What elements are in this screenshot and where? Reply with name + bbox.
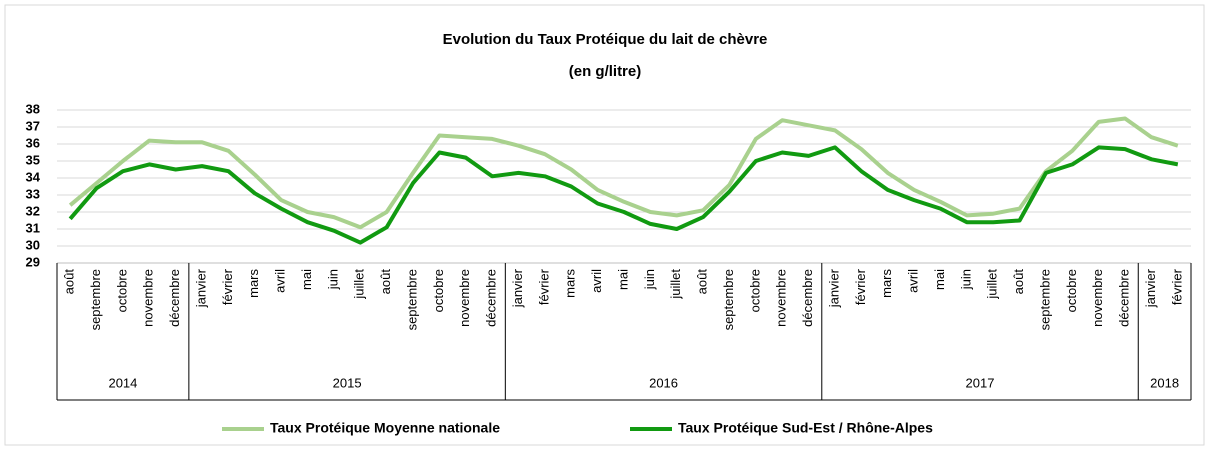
chart-title: Evolution du Taux Protéique du lait de c… — [443, 31, 768, 48]
x-tick-label: décembre — [484, 269, 499, 327]
y-tick-label: 34 — [26, 169, 41, 184]
x-tick-label: mars — [879, 269, 894, 298]
x-tick-label: août — [378, 269, 393, 295]
x-tick-label: août — [695, 269, 710, 295]
y-tick-label: 35 — [26, 152, 40, 167]
series-line — [68, 145, 1179, 245]
x-tick-label: mai — [615, 269, 630, 290]
x-tick-label: décembre — [167, 269, 182, 327]
y-tick-label: 29 — [26, 254, 40, 269]
x-tick-label: septembre — [88, 269, 103, 330]
y-tick-label: 38 — [26, 101, 40, 116]
x-tick-label: décembre — [1117, 269, 1132, 327]
x-tick-label: août — [62, 269, 77, 295]
y-tick-label: 33 — [26, 186, 40, 201]
x-tick-label: février — [536, 268, 551, 305]
x-tick-label: mars — [563, 269, 578, 298]
x-tick-label: octobre — [114, 269, 129, 312]
x-tick-label: octobre — [1064, 269, 1079, 312]
x-tick-label: avril — [906, 269, 921, 293]
y-tick-label: 36 — [26, 135, 40, 150]
x-tick-label: février — [853, 268, 868, 305]
x-tick-label: août — [1011, 269, 1026, 295]
chart-border — [4, 4, 1205, 446]
y-tick-label: 37 — [26, 118, 40, 133]
x-tick-label: juillet — [352, 269, 367, 300]
year-label: 2017 — [966, 375, 995, 390]
chart-subtitle: (en g/litre) — [569, 63, 642, 80]
x-tick-label: septembre — [1037, 269, 1052, 330]
x-tick-label: octobre — [747, 269, 762, 312]
legend-label: Taux Protéique Moyenne nationale — [270, 420, 500, 436]
x-tick-label: novembre — [141, 269, 156, 327]
x-tick-label: mai — [299, 269, 314, 290]
x-tick-label: novembre — [1090, 269, 1105, 327]
x-tick-label: janvier — [826, 268, 841, 308]
legend-label: Taux Protéique Sud-Est / Rhône-Alpes — [678, 420, 933, 436]
x-tick-label: janvier — [1143, 268, 1158, 308]
x-tick-label: juin — [958, 269, 973, 290]
x-tick-label: juin — [325, 269, 340, 290]
x-tick-label: février — [1169, 268, 1184, 305]
x-tick-label: septembre — [721, 269, 736, 330]
x-tick-label: octobre — [431, 269, 446, 312]
x-tick-label: mai — [932, 269, 947, 290]
y-tick-label: 30 — [26, 237, 40, 252]
x-tick-label: juillet — [668, 269, 683, 300]
x-tick-label: avril — [273, 269, 288, 293]
x-tick-label: janvier — [193, 268, 208, 308]
year-label: 2018 — [1150, 375, 1179, 390]
y-tick-label: 32 — [26, 203, 40, 218]
year-label: 2014 — [108, 375, 137, 390]
x-tick-label: janvier — [510, 268, 525, 308]
x-tick-label: novembre — [774, 269, 789, 327]
series-line — [68, 116, 1179, 230]
x-tick-label: mars — [246, 269, 261, 298]
year-label: 2015 — [333, 375, 362, 390]
x-tick-label: juillet — [985, 269, 1000, 300]
x-tick-label: septembre — [404, 269, 419, 330]
x-tick-label: décembre — [800, 269, 815, 327]
x-tick-label: novembre — [457, 269, 472, 327]
y-tick-label: 31 — [26, 220, 40, 235]
x-tick-label: février — [220, 268, 235, 305]
x-tick-label: juin — [642, 269, 657, 290]
x-tick-label: avril — [589, 269, 604, 293]
year-label: 2016 — [649, 375, 678, 390]
